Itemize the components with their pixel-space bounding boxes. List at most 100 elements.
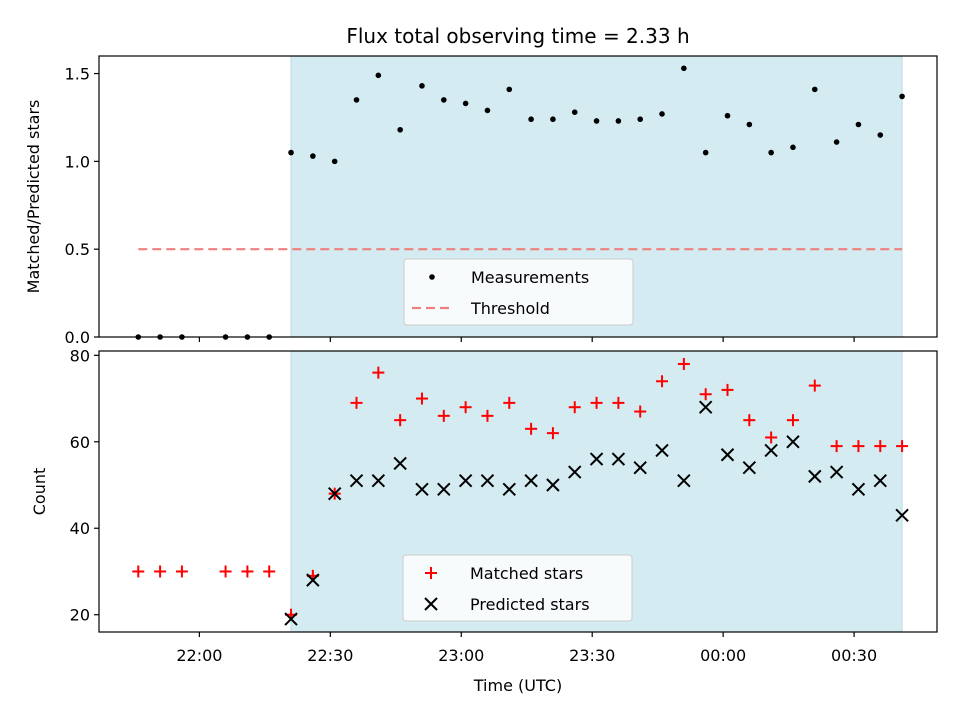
matched-star-point xyxy=(503,396,516,409)
measurement-point xyxy=(811,86,818,93)
matched-star-point xyxy=(546,427,559,440)
measurement-point xyxy=(506,86,513,93)
matched-star-point xyxy=(896,440,909,453)
measurement-point xyxy=(571,109,578,115)
matched-star-point xyxy=(154,565,167,578)
legend-label: Predicted stars xyxy=(470,595,590,614)
x-tick-label: 23:00 xyxy=(438,646,484,665)
legend-label: Threshold xyxy=(470,299,550,318)
bottom-axes-frame xyxy=(98,350,938,633)
measurement-point xyxy=(353,97,360,103)
y-tick-label: 0.5 xyxy=(65,240,90,259)
measurement-point xyxy=(702,149,709,156)
measurement-point xyxy=(331,158,338,165)
matched-star-point xyxy=(132,565,145,578)
x-tick-label: 00:00 xyxy=(700,646,746,665)
matched-star-point xyxy=(481,409,494,422)
measurement-point xyxy=(462,100,469,107)
measurement-point xyxy=(899,93,905,100)
matched-star-point xyxy=(525,422,538,435)
predicted-star-point xyxy=(895,508,909,522)
predicted-star-point xyxy=(851,482,866,497)
matched-star-point xyxy=(852,440,865,453)
predicted-star-point xyxy=(349,473,364,488)
y-tick-label: 1.5 xyxy=(65,65,90,84)
predicted-star-point xyxy=(808,469,822,484)
matched-star-point xyxy=(219,565,232,578)
matched-star-point xyxy=(568,401,581,414)
y-tick-label: 1.0 xyxy=(65,152,90,171)
matched-star-point xyxy=(590,396,603,409)
matched-star-point xyxy=(656,375,669,388)
legend-label: Measurements xyxy=(471,268,589,287)
measurement-point xyxy=(790,144,796,151)
predicted-star-point xyxy=(611,452,626,466)
matched-star-point xyxy=(699,388,712,401)
top-panel: Measurements Threshold 0.0 0.5 1.0 1.5 Flux … xyxy=(24,24,938,347)
predicted-star-point xyxy=(786,435,800,449)
legend-plus-marker xyxy=(425,567,437,579)
y-axis-label-bottom: Count xyxy=(30,468,49,516)
measurement-point xyxy=(746,121,753,128)
matched-star-point xyxy=(459,401,472,414)
measurement-point xyxy=(615,118,622,124)
legend: Matched stars Predicted stars xyxy=(402,554,633,622)
top-axes-frame xyxy=(98,55,938,338)
measurement-point xyxy=(419,83,425,89)
predicted-star-point xyxy=(720,448,735,462)
matched-star-point xyxy=(612,396,625,409)
matched-star-point xyxy=(743,414,756,427)
legend-label: Matched stars xyxy=(470,564,583,583)
measurement-point xyxy=(375,72,382,79)
matched-star-point xyxy=(634,405,647,418)
y-tick-label: 20 xyxy=(70,606,90,625)
measurement-point xyxy=(593,118,600,124)
predicted-star-point xyxy=(589,452,604,466)
measurement-point xyxy=(528,116,534,123)
matched-star-point xyxy=(175,565,188,578)
matched-star-point xyxy=(721,383,734,396)
predicted-star-point xyxy=(742,461,757,475)
matched-star-point xyxy=(765,431,778,444)
x-tick-label: 00:30 xyxy=(831,646,877,665)
predicted-star-point xyxy=(764,443,778,458)
chart-title: Flux total observing time = 2.33 h xyxy=(346,24,689,48)
matched-star-point xyxy=(394,414,407,427)
predicted-star-point xyxy=(437,482,451,497)
y-tick-label: 60 xyxy=(70,433,90,452)
predicted-star-point xyxy=(655,443,669,458)
measurement-point xyxy=(659,111,665,117)
predicted-star-point xyxy=(327,486,342,501)
predicted-star-point xyxy=(633,461,647,475)
measurement-point xyxy=(724,112,731,119)
predicted-star-point xyxy=(284,612,298,626)
matched-star-point xyxy=(241,565,254,578)
measurement-point xyxy=(855,121,862,128)
matched-star-point xyxy=(350,396,363,409)
measurement-point xyxy=(288,149,294,156)
predicted-star-point xyxy=(698,400,713,414)
predicted-star-point xyxy=(677,473,691,488)
matched-star-point xyxy=(415,392,428,405)
predicted-star-point xyxy=(306,573,320,587)
legend-cross-marker xyxy=(424,597,438,611)
legend-dot-marker xyxy=(429,274,435,280)
measurement-point xyxy=(484,107,491,114)
y-axis-label-top: Matched/Predicted stars xyxy=(24,100,43,294)
measurement-point xyxy=(877,132,884,138)
predicted-star-point xyxy=(568,465,582,479)
measurement-point xyxy=(833,139,840,145)
y-tick-label: 80 xyxy=(70,346,90,365)
measurement-point xyxy=(397,126,403,133)
y-tick-label: 0.0 xyxy=(65,328,90,347)
measurement-point xyxy=(681,65,687,72)
matched-star-point xyxy=(830,440,843,453)
legend-box xyxy=(402,554,633,622)
x-tick-label: 22:30 xyxy=(307,646,353,665)
x-tick-label: 23:30 xyxy=(569,646,615,665)
predicted-star-point xyxy=(393,456,407,471)
predicted-star-point xyxy=(524,473,538,488)
legend-box xyxy=(403,258,634,326)
measurement-point xyxy=(310,153,316,159)
